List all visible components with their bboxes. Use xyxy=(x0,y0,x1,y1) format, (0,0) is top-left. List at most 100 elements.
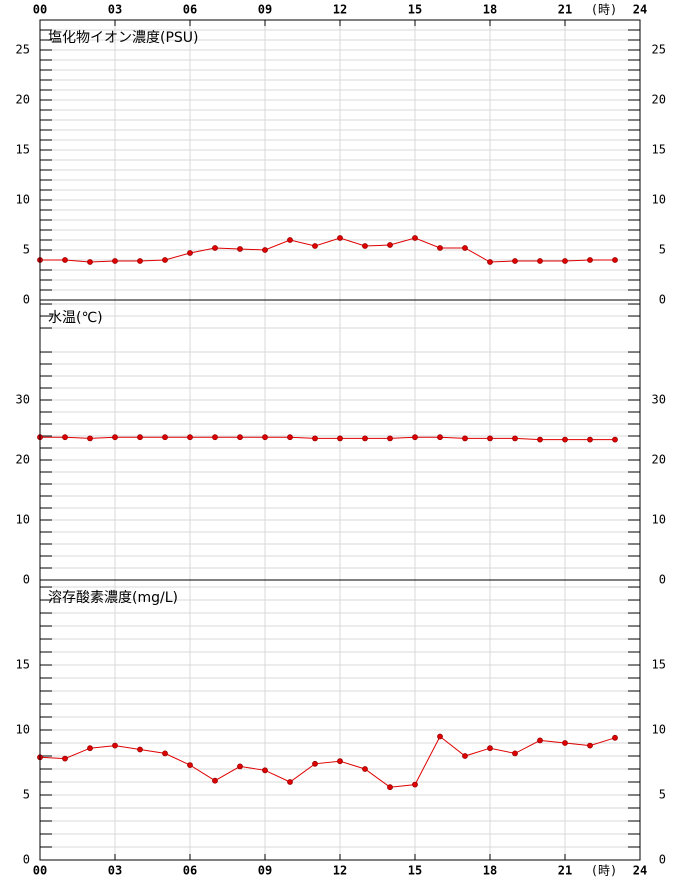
series-line xyxy=(40,237,615,263)
y-tick-label-right: 10 xyxy=(652,193,666,207)
data-point xyxy=(387,784,393,791)
data-point xyxy=(212,434,218,441)
data-point xyxy=(587,257,593,263)
y-tick-label-right: 0 xyxy=(659,853,666,867)
y-tick-label-right: 20 xyxy=(652,93,666,107)
data-point xyxy=(162,434,168,441)
plot-frame xyxy=(39,19,641,861)
data-point xyxy=(562,436,568,443)
y-tick-label-right: 0 xyxy=(659,293,666,307)
data-point xyxy=(612,734,618,741)
data-point xyxy=(212,245,218,251)
x-tick-label: 12 xyxy=(333,3,347,17)
data-point xyxy=(112,258,118,264)
data-point xyxy=(512,258,518,264)
data-point xyxy=(137,434,143,441)
x-tick-label: 06 xyxy=(183,3,197,17)
data-point xyxy=(512,750,518,757)
data-point xyxy=(262,767,268,774)
data-point xyxy=(412,434,418,441)
y-tick-label-right: 10 xyxy=(652,723,666,737)
x-tick-label: 24 xyxy=(633,3,647,17)
data-point xyxy=(462,435,468,442)
data-point xyxy=(462,753,468,759)
data-point xyxy=(62,257,68,263)
y-tick-label-right: 5 xyxy=(659,788,666,802)
data-point xyxy=(187,434,193,441)
data-point xyxy=(362,435,368,442)
panel-title: 水温(℃) xyxy=(48,310,103,326)
data-point xyxy=(587,742,593,749)
data-point xyxy=(137,746,143,753)
data-point xyxy=(537,258,543,264)
x-tick-label: 18 xyxy=(483,3,497,17)
x-unit: (時) xyxy=(591,864,617,878)
data-point xyxy=(262,434,268,441)
data-point xyxy=(62,755,68,762)
data-point xyxy=(87,745,93,752)
data-point xyxy=(112,742,118,749)
data-point xyxy=(237,434,243,441)
data-point xyxy=(587,436,593,443)
panel-title: 溶存酸素濃度(mg/L) xyxy=(48,590,178,606)
data-point xyxy=(337,435,343,442)
data-point xyxy=(412,235,418,241)
data-point xyxy=(187,762,193,769)
x-tick-label: 09 xyxy=(258,864,272,878)
x-tick-label: 00 xyxy=(33,864,47,878)
data-point xyxy=(387,435,393,442)
x-tick-label: 15 xyxy=(408,3,422,17)
data-point xyxy=(612,436,618,443)
x-tick-label: 03 xyxy=(108,864,122,878)
x-tick-label: 12 xyxy=(333,864,347,878)
y-tick-label: 10 xyxy=(16,513,30,527)
y-tick-label: 0 xyxy=(23,293,30,307)
x-tick-label: 21 xyxy=(558,864,572,878)
data-point xyxy=(487,259,493,265)
data-point xyxy=(137,258,143,264)
data-point xyxy=(62,434,68,441)
y-tick-label: 0 xyxy=(23,573,30,587)
data-point xyxy=(287,434,293,441)
y-tick-label: 20 xyxy=(16,93,30,107)
data-point xyxy=(337,758,343,765)
data-point xyxy=(312,243,318,249)
data-point xyxy=(112,434,118,441)
data-point xyxy=(287,779,293,785)
x-tick-label: 06 xyxy=(183,864,197,878)
y-tick-label-right: 15 xyxy=(652,658,666,672)
y-tick-label: 15 xyxy=(16,143,30,157)
data-point xyxy=(412,781,418,788)
data-point xyxy=(537,737,543,744)
x-tick-label: 18 xyxy=(483,864,497,878)
data-point xyxy=(437,733,443,740)
y-tick-label: 15 xyxy=(16,658,30,672)
data-point xyxy=(462,245,468,251)
y-tick-label-right: 25 xyxy=(652,43,666,57)
series-line xyxy=(39,735,616,788)
data-point xyxy=(437,434,443,441)
x-unit: (時) xyxy=(591,3,617,17)
data-point xyxy=(287,237,293,243)
data-point xyxy=(387,242,393,248)
y-tick-label: 30 xyxy=(16,393,30,407)
x-tick-label: 24 xyxy=(633,864,647,878)
y-tick-label-right: 10 xyxy=(652,513,666,527)
data-point xyxy=(262,247,268,253)
data-point xyxy=(562,740,568,746)
y-tick-label: 5 xyxy=(23,788,30,802)
y-tick-label: 5 xyxy=(23,243,30,257)
y-tick-label-right: 0 xyxy=(659,573,666,587)
x-tick-label: 00 xyxy=(33,3,47,17)
data-point xyxy=(87,435,93,442)
y-tick-label: 0 xyxy=(23,853,30,867)
data-point xyxy=(537,436,543,443)
y-tick-label-right: 30 xyxy=(652,393,666,407)
data-point xyxy=(237,763,243,770)
data-point xyxy=(162,257,168,263)
data-point xyxy=(487,745,493,752)
data-point xyxy=(237,246,243,252)
x-tick-label: 09 xyxy=(258,3,272,17)
data-point xyxy=(562,258,568,264)
